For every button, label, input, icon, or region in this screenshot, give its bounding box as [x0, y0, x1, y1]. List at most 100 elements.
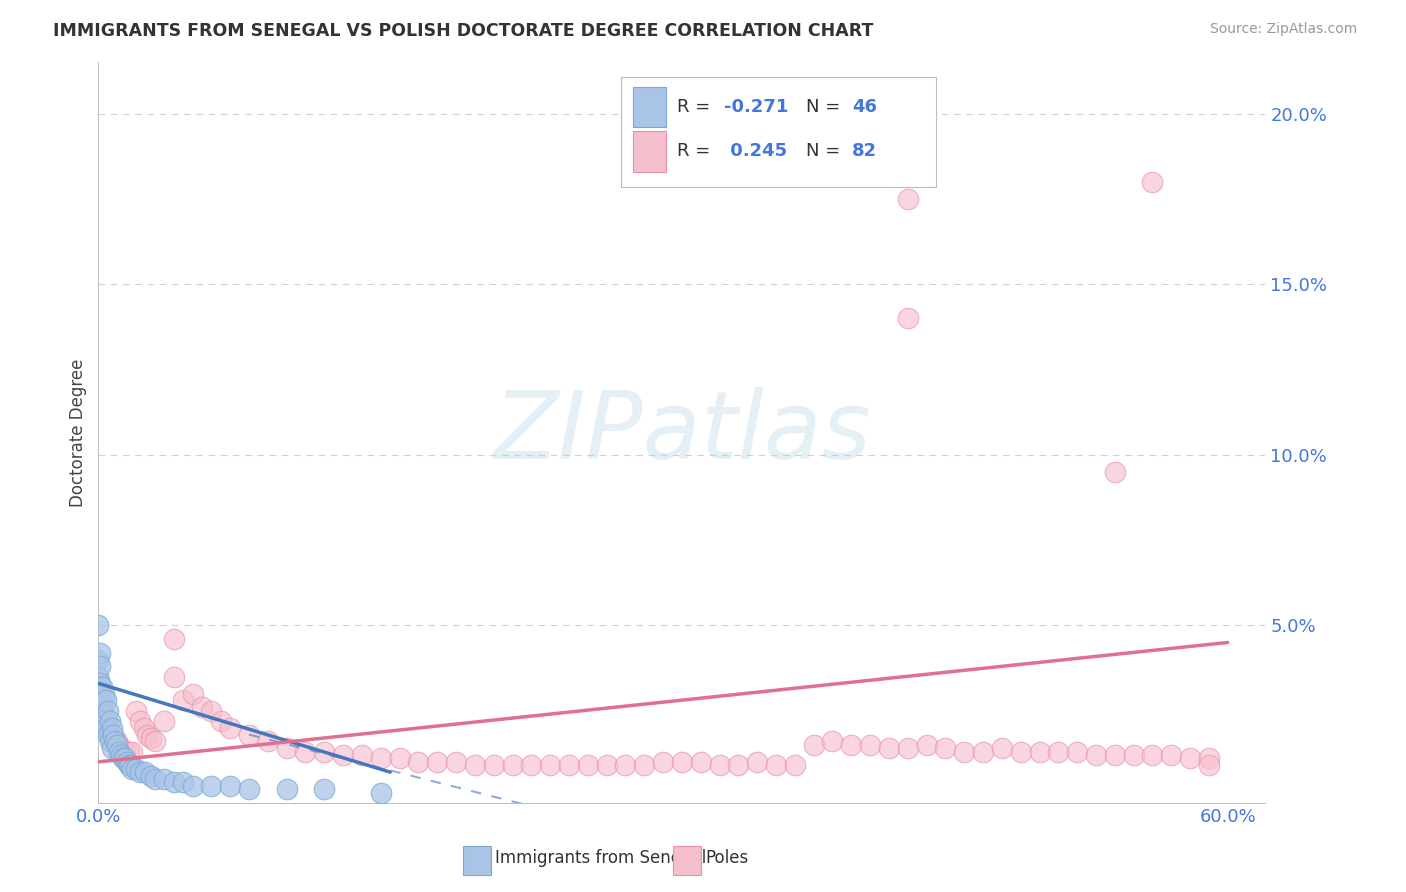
- Point: [219, 721, 242, 735]
- Text: Poles: Poles: [706, 849, 748, 867]
- FancyBboxPatch shape: [621, 78, 936, 186]
- Point: [94, 714, 117, 728]
- Point: [139, 731, 162, 745]
- Point: [114, 751, 136, 765]
- Point: [117, 758, 139, 772]
- Point: [464, 758, 486, 772]
- Point: [633, 758, 655, 772]
- Point: [87, 687, 110, 701]
- Point: [915, 738, 938, 752]
- Text: N =: N =: [806, 143, 845, 161]
- Point: [200, 779, 222, 793]
- Point: [93, 714, 115, 728]
- Point: [709, 758, 731, 772]
- Point: [121, 762, 143, 776]
- Point: [953, 745, 976, 759]
- Point: [502, 758, 524, 772]
- Point: [89, 646, 111, 660]
- Point: [934, 741, 956, 756]
- Point: [1028, 745, 1050, 759]
- Point: [821, 734, 844, 748]
- Point: [104, 734, 127, 748]
- Point: [238, 782, 260, 797]
- Point: [87, 618, 110, 632]
- Point: [1142, 747, 1164, 762]
- Point: [143, 772, 166, 786]
- Point: [94, 693, 117, 707]
- FancyBboxPatch shape: [633, 87, 665, 128]
- Point: [110, 747, 132, 762]
- Point: [91, 680, 114, 694]
- Point: [134, 765, 156, 780]
- Point: [727, 758, 749, 772]
- Text: R =: R =: [678, 143, 716, 161]
- Point: [238, 728, 260, 742]
- Point: [115, 755, 138, 769]
- Point: [163, 669, 186, 683]
- Point: [426, 755, 449, 769]
- Point: [576, 758, 599, 772]
- Point: [877, 741, 900, 756]
- Point: [1142, 175, 1164, 189]
- Point: [111, 751, 134, 765]
- Point: [803, 738, 825, 752]
- Point: [671, 755, 693, 769]
- Point: [98, 728, 121, 742]
- Point: [783, 758, 806, 772]
- Point: [1178, 751, 1201, 765]
- Point: [991, 741, 1014, 756]
- FancyBboxPatch shape: [672, 847, 700, 875]
- Point: [219, 779, 242, 793]
- Point: [87, 704, 110, 718]
- Text: 46: 46: [852, 98, 877, 116]
- Text: 0.245: 0.245: [724, 143, 787, 161]
- Point: [294, 745, 316, 759]
- Point: [91, 704, 114, 718]
- Point: [747, 755, 769, 769]
- Point: [1122, 747, 1144, 762]
- Point: [89, 659, 111, 673]
- Point: [181, 779, 204, 793]
- Point: [105, 734, 128, 748]
- Point: [1160, 747, 1182, 762]
- Point: [172, 693, 194, 707]
- Point: [121, 745, 143, 759]
- Text: N =: N =: [806, 98, 845, 116]
- Text: 82: 82: [852, 143, 877, 161]
- Point: [108, 745, 131, 759]
- Point: [1104, 747, 1126, 762]
- Point: [897, 741, 920, 756]
- Point: [132, 721, 155, 735]
- Point: [1066, 745, 1088, 759]
- Point: [1198, 758, 1220, 772]
- Point: [120, 758, 142, 772]
- Point: [191, 700, 214, 714]
- Point: [520, 758, 543, 772]
- Point: [370, 751, 392, 765]
- Point: [1047, 745, 1070, 759]
- Y-axis label: Doctorate Degree: Doctorate Degree: [69, 359, 87, 507]
- Point: [87, 652, 110, 666]
- Point: [538, 758, 561, 772]
- Point: [482, 758, 505, 772]
- FancyBboxPatch shape: [463, 847, 491, 875]
- Point: [689, 755, 711, 769]
- Point: [110, 741, 132, 756]
- Point: [859, 738, 882, 752]
- Point: [652, 755, 675, 769]
- FancyBboxPatch shape: [633, 131, 665, 171]
- Point: [153, 714, 176, 728]
- Point: [100, 721, 122, 735]
- Point: [105, 738, 128, 752]
- Point: [89, 693, 111, 707]
- Point: [163, 632, 186, 646]
- Point: [765, 758, 787, 772]
- Point: [125, 704, 148, 718]
- Point: [136, 728, 159, 742]
- Text: Immigrants from Senegal: Immigrants from Senegal: [495, 849, 706, 867]
- Point: [972, 745, 994, 759]
- Point: [370, 786, 392, 800]
- Point: [256, 734, 278, 748]
- Point: [595, 758, 617, 772]
- Point: [98, 734, 121, 748]
